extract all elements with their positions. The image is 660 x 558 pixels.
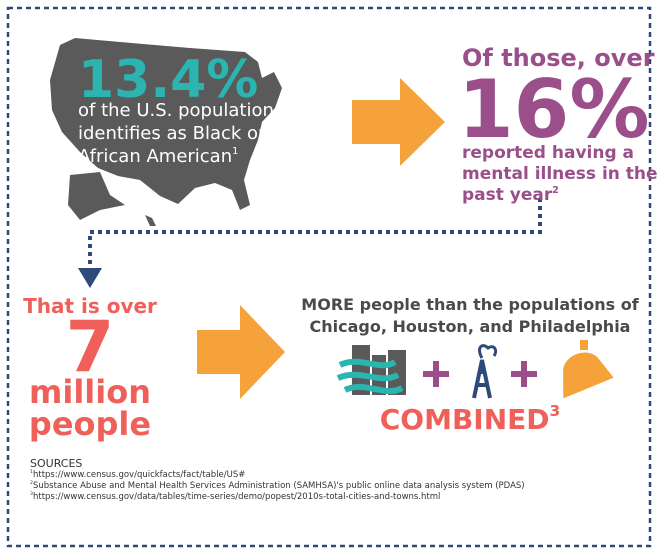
connector-arrowhead <box>78 268 102 288</box>
stat-value: 16% <box>458 63 650 156</box>
alaska <box>68 172 125 220</box>
comparison-text: Chicago, Houston, and Philadelphia <box>309 317 631 336</box>
source-text: https://www.census.gov/data/tables/time-… <box>32 492 441 502</box>
stat-text: reported having a <box>462 143 635 163</box>
liberty-bell-icon <box>563 340 614 399</box>
hawaii <box>145 215 156 226</box>
line: African American <box>78 146 233 167</box>
result: COMBINED <box>379 403 550 436</box>
stat-intro: Of those, over <box>462 44 655 72</box>
stat-text: identifies as Black or <box>78 123 266 144</box>
border <box>6 6 652 548</box>
stat-value: 13.4% <box>78 50 259 110</box>
sources-title: SOURCES <box>30 457 83 470</box>
stat-text: of the U.S. population <box>78 100 274 121</box>
source-item: 1https://www.census.gov/quickfacts/fact/… <box>30 469 246 480</box>
stat-text: million <box>29 373 151 411</box>
footnote-number: 3 <box>30 491 33 497</box>
footnote-number: 2 <box>30 480 33 486</box>
source-text: https://www.census.gov/quickfacts/fact/t… <box>32 470 246 480</box>
stat-text: mental illness in the <box>462 164 658 184</box>
source-text: Substance Abuse and Mental Health Servic… <box>32 481 525 491</box>
oil-derrick-icon <box>472 344 498 399</box>
city-icon <box>336 345 406 395</box>
comparison-result: COMBINED3 <box>300 403 640 436</box>
stat-text: African American1 <box>78 146 239 167</box>
comparison-text: MORE people than the populations of <box>301 295 639 314</box>
footnote-ref: 3 <box>549 402 561 421</box>
arrow <box>352 78 445 166</box>
source-item: 3https://www.census.gov/data/tables/time… <box>30 491 441 502</box>
plus <box>511 361 537 387</box>
stat-intro: That is over <box>23 294 157 318</box>
source-item: 2Substance Abuse and Mental Health Servi… <box>30 480 525 491</box>
stat-text: past year2 <box>462 185 559 205</box>
plus <box>423 361 449 387</box>
connector <box>88 198 542 268</box>
footnote-ref: 1 <box>232 146 239 158</box>
footnote-ref: 2 <box>552 185 559 197</box>
footnote-number: 1 <box>30 469 33 475</box>
stat-value: 7 <box>65 306 115 388</box>
arrow <box>197 305 285 399</box>
line: past year <box>462 185 553 205</box>
stat-text: people <box>28 405 152 443</box>
us-map <box>50 38 282 210</box>
